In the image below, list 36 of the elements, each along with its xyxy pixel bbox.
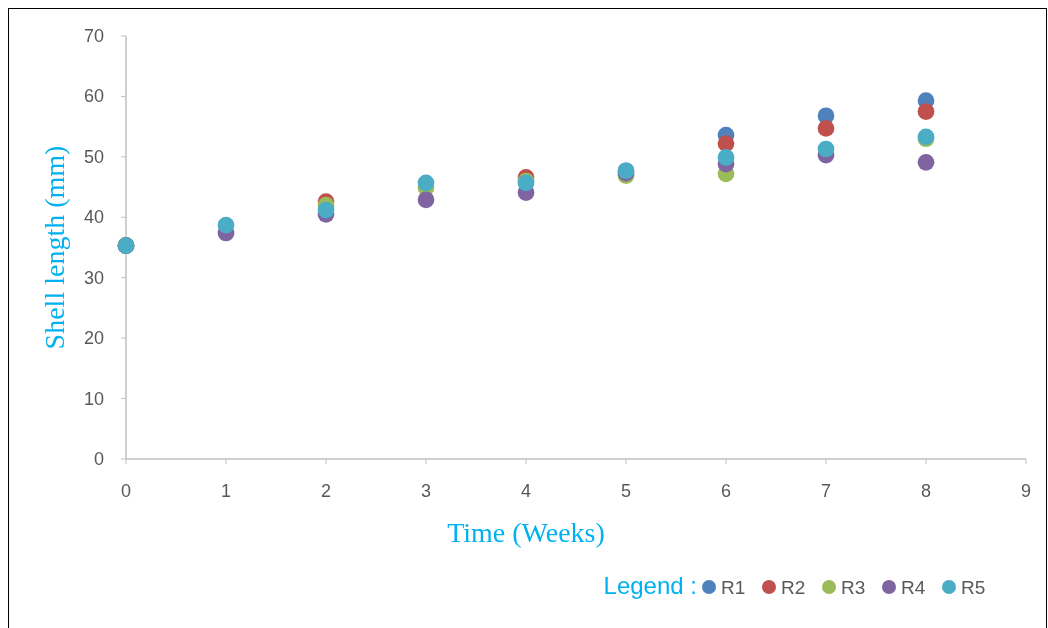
point bbox=[317, 201, 335, 219]
point bbox=[217, 216, 235, 234]
y-axis-title: Shell length (mm) bbox=[39, 145, 70, 350]
legend-label: R4 bbox=[901, 577, 926, 598]
point bbox=[417, 174, 435, 192]
point bbox=[917, 153, 935, 171]
x-tick-label: 7 bbox=[820, 481, 832, 501]
y-tick-label: 30 bbox=[83, 267, 104, 288]
legend-title: Legend : bbox=[603, 572, 697, 599]
point bbox=[917, 103, 935, 120]
y-tick-label: 50 bbox=[83, 146, 104, 167]
point bbox=[417, 191, 435, 209]
x-tick-label: 8 bbox=[920, 481, 932, 501]
y-tick-label: 60 bbox=[83, 86, 104, 107]
point bbox=[717, 149, 735, 166]
legend-label: R3 bbox=[841, 577, 866, 598]
x-tick-label: 9 bbox=[1020, 481, 1032, 501]
y-tick-label: 70 bbox=[83, 26, 104, 46]
x-tick-label: 2 bbox=[320, 481, 332, 501]
x-tick-label: 1 bbox=[220, 481, 232, 501]
x-axis-title: Time (Weeks) bbox=[447, 517, 605, 548]
legend-label: R5 bbox=[961, 577, 986, 598]
legend-label: R2 bbox=[781, 577, 806, 598]
y-tick-label: 10 bbox=[83, 388, 104, 409]
y-tick-label: 40 bbox=[83, 207, 104, 228]
legend-label: R1 bbox=[721, 577, 746, 598]
x-tick-label: 3 bbox=[420, 481, 432, 501]
x-tick-label: 4 bbox=[520, 481, 532, 501]
x-tick-label: 0 bbox=[120, 481, 132, 501]
y-tick-label: 20 bbox=[83, 328, 104, 349]
x-tick-label: 5 bbox=[620, 481, 632, 501]
x-tick-label: 6 bbox=[720, 481, 732, 501]
point bbox=[717, 135, 735, 152]
y-tick-label: 0 bbox=[93, 449, 104, 469]
point bbox=[817, 140, 835, 158]
point bbox=[817, 120, 835, 137]
